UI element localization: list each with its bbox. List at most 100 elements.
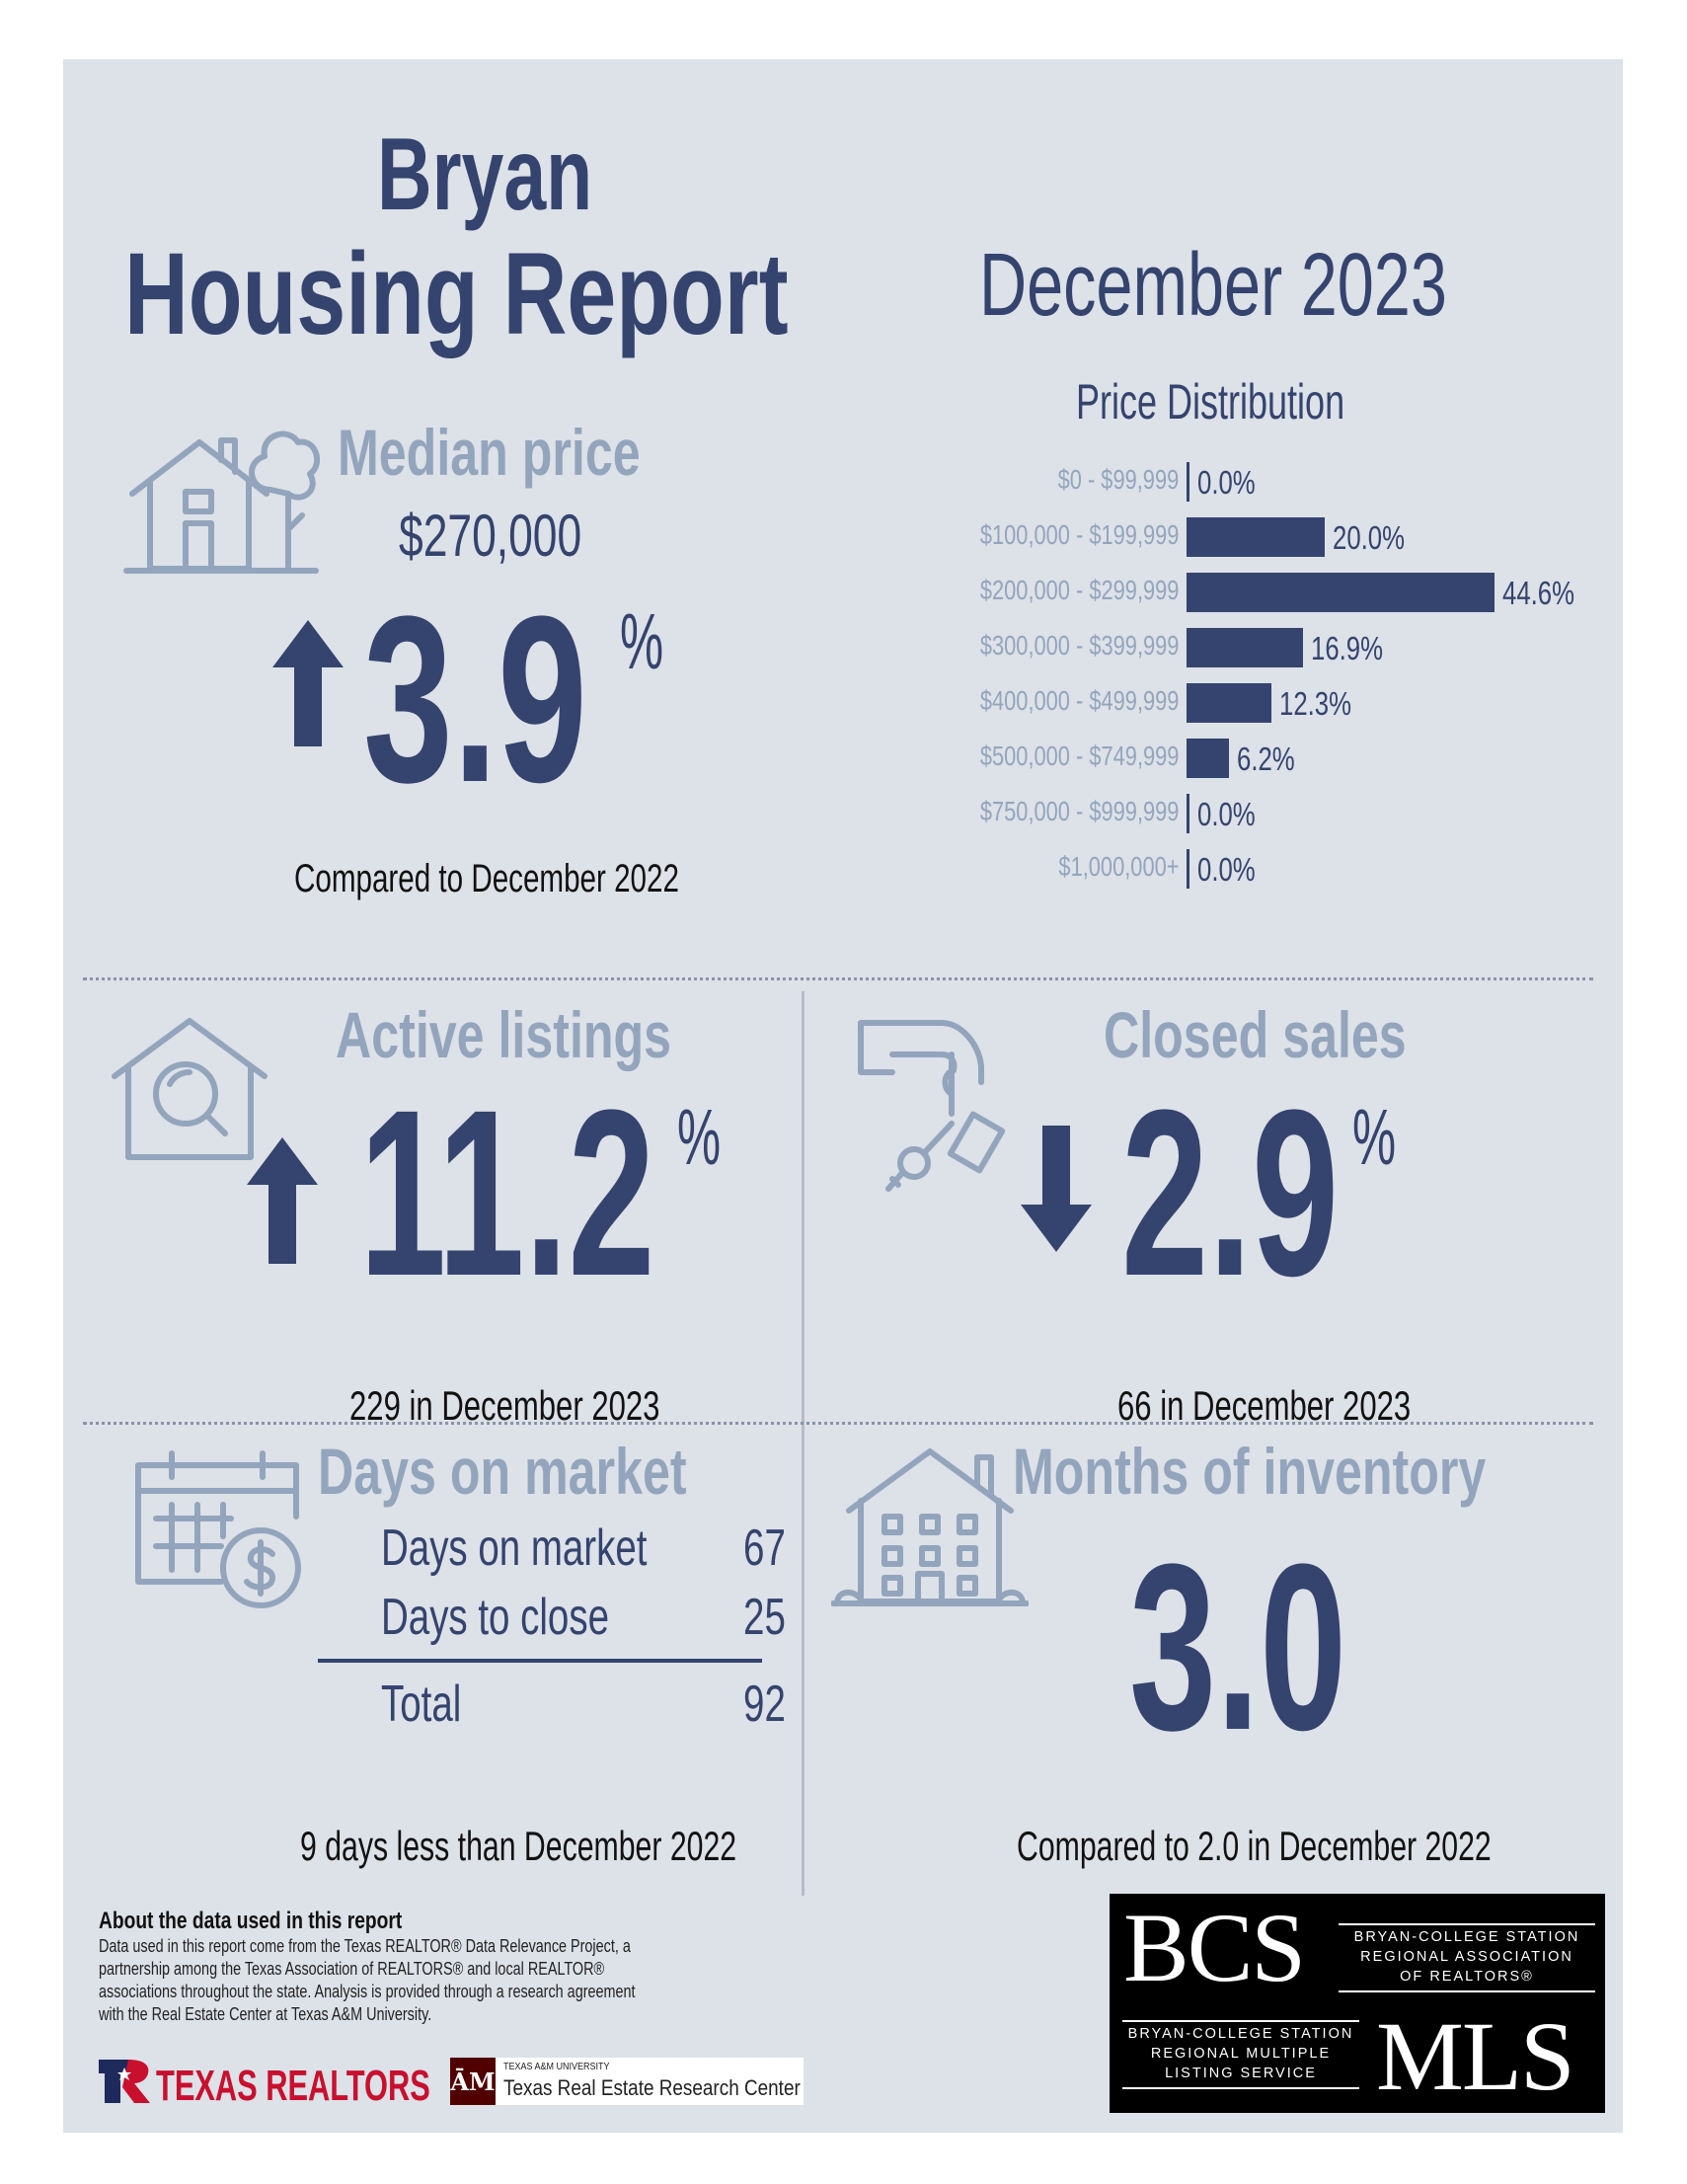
price-range-label: $300,000 - $399,999: [979, 630, 1179, 661]
price-distribution-value: 0.0%: [1197, 464, 1256, 501]
price-distribution-value: 16.9%: [1311, 630, 1383, 666]
price-distribution-bar: [1187, 628, 1303, 667]
texas-realtors-wordmark: TEXAS REALTORS: [156, 2062, 430, 2110]
bcs-mls-logo: BCS BRYAN-COLLEGE STATION REGIONAL ASSOC…: [1110, 1894, 1605, 2113]
house-tree-icon: [122, 421, 321, 584]
dom-row-total: Total 92: [381, 1675, 815, 1734]
active-listings-unit: %: [677, 1093, 722, 1181]
price-distribution-bar: [1187, 794, 1189, 833]
active-listings-note: 229 in December 2023: [349, 1382, 660, 1429]
days-on-market-note: 9 days less than December 2022: [300, 1823, 737, 1869]
price-distribution-value: 12.3%: [1279, 685, 1351, 722]
price-range-label: $400,000 - $499,999: [979, 685, 1179, 716]
column-divider: [802, 991, 805, 1896]
price-distribution-value: 0.0%: [1197, 796, 1256, 832]
price-distribution-value: 44.6%: [1502, 575, 1574, 611]
median-price-note: Compared to December 2022: [294, 857, 679, 900]
report-title: Housing Report: [124, 229, 789, 359]
about-line: with the Real Estate Center at Texas A&M…: [99, 2004, 432, 2024]
price-distribution-bar: [1187, 573, 1495, 612]
price-distribution-bar: [1187, 517, 1325, 557]
texas-realtors-mark-icon: [99, 2060, 150, 2103]
price-distribution-bar: [1187, 849, 1189, 889]
price-distribution-row: $1,000,000+ 0.0%: [882, 849, 1593, 889]
tamu-research-center-logo: ĀM TEXAS A&M UNIVERSITY Texas Real Estat…: [449, 2058, 804, 2105]
median-price-change: 3.9: [363, 567, 587, 831]
calendar-dollar-icon: [132, 1447, 310, 1620]
arrow-up-icon: [272, 620, 344, 746]
about-line: Data used in this report come from the T…: [99, 1936, 631, 1956]
mls-wordmark: MLS: [1376, 2001, 1575, 2111]
bcs-assoc-line: OF REALTORS®: [1400, 1969, 1534, 1985]
closed-sales-note: 66 in December 2023: [1117, 1382, 1412, 1429]
price-distribution-value: 6.2%: [1237, 741, 1295, 777]
months-inventory-label: Months of inventory: [1013, 1435, 1487, 1508]
price-distribution-title: Price Distribution: [1076, 374, 1345, 429]
price-range-label: $200,000 - $299,999: [979, 575, 1179, 605]
tamu-center-label: Texas Real Estate Research Center: [503, 2075, 801, 2100]
about-line: associations throughout the state. Analy…: [99, 1982, 636, 2001]
price-distribution-row: $400,000 - $499,999 12.3%: [882, 683, 1593, 723]
price-range-label: $500,000 - $749,999: [979, 741, 1179, 771]
median-price-value: $270,000: [399, 503, 582, 569]
bcs-wordmark: BCS: [1123, 1893, 1306, 2002]
active-listings-label: Active listings: [336, 998, 672, 1071]
svg-text:ĀM: ĀM: [450, 2067, 496, 2096]
section-divider: [83, 1422, 1593, 1425]
report-panel: Bryan Housing Report December 2023 Media…: [63, 59, 1623, 2133]
price-distribution-value: 20.0%: [1333, 519, 1405, 556]
texas-realtors-logo: TEXAS REALTORS: [99, 2058, 434, 2110]
tamu-university-label: TEXAS A&M UNIVERSITY: [503, 2062, 610, 2072]
active-listings-change: 11.2: [359, 1060, 655, 1325]
price-distribution-row: $0 - $99,999 0.0%: [882, 462, 1593, 502]
bcs-assoc-text: BRYAN-COLLEGE STATION REGIONAL ASSOCIATI…: [1335, 1923, 1599, 1992]
median-price-label: Median price: [338, 416, 641, 489]
days-on-market-label: Days on market: [318, 1435, 687, 1508]
price-distribution-row: $200,000 - $299,999 44.6%: [882, 573, 1593, 612]
bcs-mls-text: BRYAN-COLLEGE STATION REGIONAL MULTIPLE …: [1119, 2020, 1362, 2089]
arrow-up-icon: [247, 1137, 318, 1264]
price-distribution-bar: [1187, 683, 1271, 723]
months-inventory-note: Compared to 2.0 in December 2022: [1017, 1823, 1492, 1869]
median-price-unit: %: [620, 597, 664, 685]
price-distribution-row: $500,000 - $749,999 6.2%: [882, 739, 1593, 778]
dom-row-value: 67: [743, 1520, 786, 1577]
price-distribution-row: $300,000 - $399,999 16.9%: [882, 628, 1593, 667]
dom-row-days-to-close: Days to close 25: [381, 1588, 815, 1647]
dom-row-value: 25: [743, 1589, 786, 1646]
price-distribution-row: $100,000 - $199,999 20.0%: [882, 517, 1593, 557]
arrow-down-icon: [1021, 1126, 1092, 1252]
price-range-label: $0 - $99,999: [1057, 464, 1179, 495]
price-range-label: $100,000 - $199,999: [979, 519, 1179, 550]
price-distribution-value: 0.0%: [1197, 851, 1256, 888]
bcs-mls-line: BRYAN-COLLEGE STATION: [1127, 2026, 1354, 2042]
price-range-label: $1,000,000+: [1057, 851, 1179, 882]
dom-row-label: Days on market: [381, 1520, 648, 1577]
price-distribution-chart: $0 - $99,999 0.0% $100,000 - $199,999 20.0%…: [882, 462, 1593, 897]
bcs-mls-line: LISTING SERVICE: [1165, 2066, 1317, 2081]
about-line: partnership among the Texas Association …: [99, 1959, 605, 1979]
bcs-assoc-line: REGIONAL ASSOCIATION: [1360, 1949, 1573, 1965]
dom-total-rule: [318, 1659, 762, 1663]
price-range-label: $750,000 - $999,999: [979, 796, 1179, 826]
bcs-assoc-line: BRYAN-COLLEGE STATION: [1353, 1929, 1580, 1945]
months-inventory-value: 3.0: [1129, 1515, 1347, 1779]
about-data-text: Data used in this report come from the T…: [99, 1935, 769, 2026]
dom-row-days-on-market: Days on market 67: [381, 1519, 815, 1578]
apartment-building-icon: [830, 1442, 1030, 1614]
tamu-mark-icon: ĀM: [449, 2058, 496, 2105]
hand-keys-icon: [853, 1015, 1031, 1198]
about-data-title: About the data used in this report: [99, 1908, 403, 1934]
bcs-mls-line: REGIONAL MULTIPLE: [1150, 2046, 1332, 2062]
dom-total-value: 92: [743, 1676, 786, 1733]
dom-row-label: Days to close: [381, 1589, 609, 1646]
price-distribution-bar: [1187, 462, 1189, 502]
dom-total-label: Total: [381, 1676, 462, 1733]
section-divider: [83, 977, 1593, 980]
price-distribution-row: $750,000 - $999,999 0.0%: [882, 794, 1593, 833]
house-magnifier-icon: [109, 1015, 270, 1168]
report-period: December 2023: [979, 236, 1447, 335]
closed-sales-change: 2.9: [1121, 1060, 1340, 1325]
closed-sales-unit: %: [1352, 1093, 1397, 1181]
price-distribution-bar: [1187, 739, 1229, 778]
